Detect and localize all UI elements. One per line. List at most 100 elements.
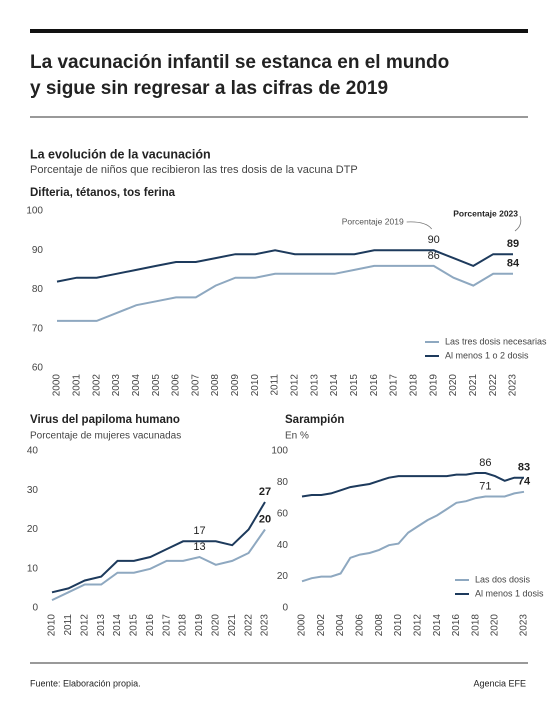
x-tick-label: 2015 [129, 614, 140, 637]
x-tick-label: 2020 [210, 614, 221, 637]
data-label: 20 [259, 513, 271, 525]
y-tick-label: 20 [277, 571, 289, 582]
x-tick-label: 2022 [243, 614, 254, 637]
x-tick-label: 2012 [79, 614, 90, 637]
data-label: 90 [428, 234, 440, 246]
x-tick-label: 2018 [178, 614, 189, 637]
legend-label: Las tres dosis necesarias [445, 336, 547, 346]
y-tick-label: 70 [32, 323, 44, 334]
x-tick-label: 2010 [47, 614, 58, 637]
series-line [51, 501, 266, 594]
x-tick-label: 2018 [470, 614, 481, 637]
x-tick-label: 2022 [488, 374, 499, 397]
y-tick-label: 90 [32, 245, 44, 256]
y-tick-label: 20 [27, 524, 39, 535]
legend-label: Al menos 1 dosis [475, 588, 544, 598]
chart-subtitle: En % [285, 431, 309, 442]
y-tick-label: 100 [271, 446, 288, 457]
x-tick-label: 2020 [448, 374, 459, 397]
x-tick-label: 2021 [468, 374, 479, 397]
series-line [51, 528, 266, 602]
section-title: La evolución de la vacunación [30, 147, 211, 161]
series-line [56, 249, 513, 283]
x-tick-label: 2001 [71, 374, 82, 397]
x-tick-label: 2003 [111, 374, 122, 397]
series-line [301, 490, 525, 583]
x-tick-label: 2013 [96, 614, 107, 637]
data-label: 13 [193, 541, 205, 553]
y-tick-label: 40 [27, 446, 39, 457]
x-tick-label: 2009 [230, 374, 241, 397]
y-tick-label: 60 [277, 508, 289, 519]
x-tick-label: 2014 [112, 614, 123, 637]
data-label: 89 [507, 238, 519, 250]
data-label: 86 [428, 250, 440, 262]
x-tick-label: 2008 [210, 374, 221, 397]
x-tick-label: 2016 [369, 374, 380, 397]
annotation-leader [514, 215, 522, 232]
x-tick-label: 2018 [409, 374, 420, 397]
x-tick-label: 2021 [227, 614, 238, 637]
x-tick-label: 2010 [250, 374, 261, 397]
title-line: y sigue sin regresar a las cifras de 201… [30, 78, 388, 99]
data-label: 83 [518, 462, 530, 474]
x-tick-label: 2012 [412, 614, 423, 637]
chart-subtitle: Porcentaje de mujeres vacunadas [30, 431, 181, 442]
x-tick-label: 2023 [508, 374, 519, 397]
x-tick-label: 2002 [316, 614, 327, 637]
x-tick-label: 2017 [389, 374, 400, 397]
x-tick-label: 2017 [161, 614, 172, 637]
y-tick-label: 30 [27, 485, 39, 496]
x-tick-label: 2019 [194, 614, 205, 637]
x-tick-label: 2011 [270, 374, 281, 396]
data-label: 74 [518, 476, 531, 488]
x-tick-label: 2010 [393, 614, 404, 637]
y-tick-label: 100 [26, 206, 43, 217]
chart-title: Sarampión [285, 414, 344, 426]
x-tick-label: 2008 [374, 614, 385, 637]
x-tick-label: 2004 [335, 614, 346, 637]
data-label: 84 [507, 258, 520, 270]
series-line [301, 472, 524, 498]
legend-label: Al menos 1 o 2 dosis [445, 350, 529, 360]
x-tick-label: 2016 [145, 614, 156, 637]
source: Fuente: Elaboración propia. [30, 678, 141, 688]
x-tick-label: 2000 [52, 374, 63, 397]
credit: Agencia EFE [473, 678, 526, 688]
x-tick-label: 2006 [171, 374, 182, 397]
x-tick-label: 2023 [519, 614, 530, 637]
x-tick-label: 2019 [428, 374, 439, 397]
x-tick-label: 2004 [131, 374, 142, 397]
y-tick-label: 0 [282, 603, 288, 614]
x-tick-label: 2016 [451, 614, 462, 637]
x-tick-label: 2014 [432, 614, 443, 637]
y-tick-label: 80 [277, 477, 289, 488]
x-tick-label: 2002 [91, 374, 102, 397]
x-tick-label: 2000 [297, 614, 308, 637]
y-tick-label: 0 [32, 603, 38, 614]
x-tick-label: 2020 [490, 614, 501, 637]
chart-title: Virus del papiloma humano [30, 414, 180, 426]
y-tick-label: 10 [27, 563, 39, 574]
data-label: 17 [193, 525, 205, 537]
x-tick-label: 2015 [349, 374, 360, 397]
y-tick-label: 40 [277, 540, 289, 551]
annotation-leader [406, 221, 433, 230]
data-label: 71 [479, 480, 491, 492]
y-tick-label: 80 [32, 284, 44, 295]
x-tick-label: 2005 [151, 374, 162, 397]
x-tick-label: 2012 [290, 374, 301, 397]
annotation: Porcentaje 2023 [453, 208, 518, 218]
data-label: 86 [479, 457, 491, 469]
x-tick-label: 2011 [63, 614, 74, 636]
chart-title: Difteria, tétanos, tos ferina [30, 187, 176, 199]
x-tick-label: 2006 [355, 614, 366, 637]
y-tick-label: 60 [32, 363, 44, 374]
section-subtitle: Porcentaje de niños que recibieron las t… [30, 164, 358, 176]
legend-label: Las dos dosis [475, 574, 531, 584]
x-tick-label: 2023 [260, 614, 271, 637]
x-tick-label: 2014 [329, 374, 340, 397]
x-tick-label: 2007 [190, 374, 201, 397]
